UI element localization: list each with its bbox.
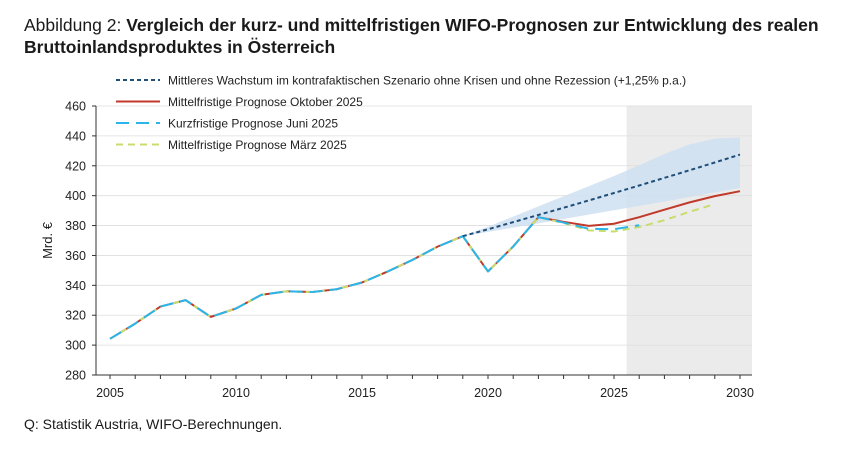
- source-note: Q: Statistik Austria, WIFO-Berechnungen.: [24, 416, 283, 432]
- y-tick-label: 360: [65, 249, 86, 263]
- series-lines: [109, 153, 741, 340]
- x-tick-label: 2015: [348, 386, 376, 400]
- legend: Mittleres Wachstum im kontrafaktischen S…: [116, 74, 686, 152]
- legend-label-march: Mittelfristige Prognose März 2025: [168, 138, 347, 152]
- x-tick-label: 2025: [600, 386, 628, 400]
- x-tick-label: 2030: [726, 386, 754, 400]
- x-tick-label: 2010: [222, 386, 250, 400]
- y-tick-label: 440: [65, 129, 86, 143]
- y-axis-label: Mrd. €: [40, 221, 55, 259]
- series-line-trend: [462, 153, 741, 238]
- x-tick-label: 2020: [474, 386, 502, 400]
- legend-label-october: Mittelfristige Prognose Oktober 2025: [168, 95, 363, 109]
- x-tick-label: 2005: [96, 386, 124, 400]
- y-tick-label: 420: [65, 159, 86, 173]
- y-tick-label: 280: [65, 369, 86, 383]
- series-line-june: [109, 216, 640, 340]
- y-tick-label: 340: [65, 279, 86, 293]
- figure-title: Abbildung 2: Vergleich der kurz- und mit…: [24, 14, 824, 58]
- legend-label-trend: Mittleres Wachstum im kontrafaktischen S…: [168, 74, 686, 88]
- y-tick-label: 400: [65, 189, 86, 203]
- y-tick-label: 380: [65, 219, 86, 233]
- y-tick-label: 320: [65, 309, 86, 323]
- y-tick-label: 460: [65, 100, 86, 114]
- legend-label-june: Kurzfristige Prognose Juni 2025: [168, 117, 338, 131]
- trend-confidence-band: [462, 137, 740, 237]
- y-tick-label: 300: [65, 339, 86, 353]
- figure-title-text: Vergleich der kurz- und mittelfristigen …: [24, 15, 819, 57]
- series-line-march: [109, 203, 716, 340]
- axes: 280 300 320 340 360 380 400 420 440 460 2005 2010 20…: [65, 100, 754, 401]
- figure-label: Abbildung 2:: [24, 15, 122, 35]
